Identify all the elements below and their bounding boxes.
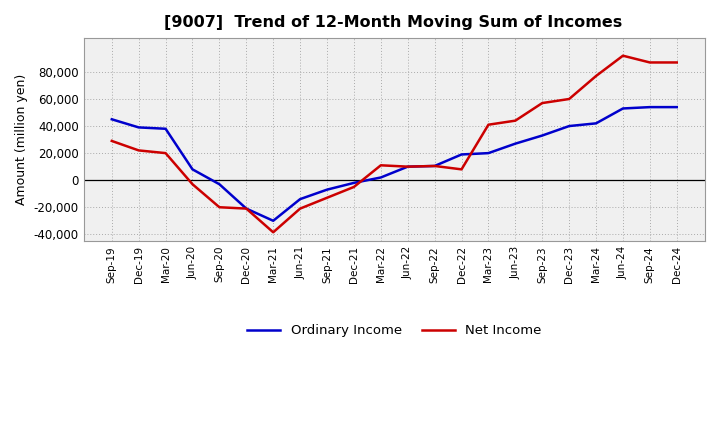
Ordinary Income bbox=[564, 123, 573, 128]
Ordinary Income bbox=[323, 187, 331, 192]
Net Income bbox=[269, 230, 277, 235]
Ordinary Income bbox=[107, 117, 116, 122]
Net Income bbox=[592, 73, 600, 79]
Ordinary Income bbox=[457, 152, 466, 157]
Net Income bbox=[672, 60, 681, 65]
Ordinary Income bbox=[484, 150, 492, 156]
Ordinary Income bbox=[377, 175, 385, 180]
Net Income bbox=[242, 206, 251, 211]
Line: Ordinary Income: Ordinary Income bbox=[112, 107, 677, 221]
Net Income bbox=[350, 184, 359, 190]
Net Income bbox=[323, 195, 331, 200]
Net Income bbox=[618, 53, 627, 59]
Legend: Ordinary Income, Net Income: Ordinary Income, Net Income bbox=[242, 319, 546, 342]
Line: Net Income: Net Income bbox=[112, 56, 677, 232]
Net Income bbox=[538, 100, 546, 106]
Net Income bbox=[377, 163, 385, 168]
Ordinary Income bbox=[350, 180, 359, 186]
Net Income bbox=[484, 122, 492, 127]
Ordinary Income bbox=[161, 126, 170, 132]
Net Income bbox=[296, 206, 305, 211]
Net Income bbox=[564, 96, 573, 102]
Ordinary Income bbox=[672, 104, 681, 110]
Net Income bbox=[161, 150, 170, 156]
Ordinary Income bbox=[269, 218, 277, 224]
Net Income bbox=[215, 205, 224, 210]
Ordinary Income bbox=[618, 106, 627, 111]
Net Income bbox=[431, 163, 439, 169]
Net Income bbox=[511, 118, 520, 123]
Y-axis label: Amount (million yen): Amount (million yen) bbox=[15, 74, 28, 205]
Ordinary Income bbox=[431, 163, 439, 169]
Ordinary Income bbox=[403, 164, 412, 169]
Ordinary Income bbox=[135, 125, 143, 130]
Text: [9007]  Trend of 12-Month Moving Sum of Incomes: [9007] Trend of 12-Month Moving Sum of I… bbox=[164, 15, 623, 30]
Net Income bbox=[135, 148, 143, 153]
Net Income bbox=[188, 182, 197, 187]
Ordinary Income bbox=[511, 141, 520, 146]
Ordinary Income bbox=[215, 182, 224, 187]
Ordinary Income bbox=[296, 197, 305, 202]
Net Income bbox=[646, 60, 654, 65]
Net Income bbox=[403, 164, 412, 169]
Ordinary Income bbox=[242, 206, 251, 211]
Ordinary Income bbox=[188, 167, 197, 172]
Ordinary Income bbox=[592, 121, 600, 126]
Net Income bbox=[107, 138, 116, 143]
Ordinary Income bbox=[538, 133, 546, 138]
Net Income bbox=[457, 167, 466, 172]
Ordinary Income bbox=[646, 104, 654, 110]
